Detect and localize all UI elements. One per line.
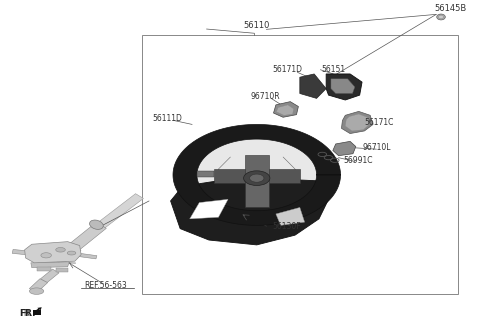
Bar	[142, 35, 458, 294]
Text: FR.: FR.	[19, 309, 36, 318]
Polygon shape	[276, 105, 294, 115]
Polygon shape	[274, 102, 299, 117]
Text: 56111D: 56111D	[152, 114, 182, 123]
Polygon shape	[197, 171, 214, 177]
Ellipse shape	[29, 288, 44, 294]
Bar	[33, 310, 41, 315]
Text: 56991C: 56991C	[343, 156, 372, 165]
Ellipse shape	[250, 174, 264, 182]
Polygon shape	[40, 269, 59, 283]
Polygon shape	[49, 243, 81, 265]
Polygon shape	[77, 253, 97, 259]
Text: 56130F: 56130F	[272, 222, 300, 231]
Text: 56110: 56110	[243, 21, 270, 30]
Ellipse shape	[197, 139, 317, 211]
Bar	[36, 267, 51, 271]
Text: 56171D: 56171D	[272, 65, 302, 74]
Polygon shape	[173, 125, 340, 225]
Polygon shape	[331, 79, 355, 94]
Polygon shape	[24, 242, 81, 263]
Text: REF.56-563: REF.56-563	[84, 281, 127, 290]
Ellipse shape	[67, 251, 76, 255]
Polygon shape	[12, 250, 30, 255]
Ellipse shape	[90, 220, 103, 229]
Text: 56151: 56151	[322, 64, 346, 74]
Polygon shape	[29, 279, 48, 292]
Text: 56145B: 56145B	[434, 4, 467, 13]
Polygon shape	[326, 74, 362, 100]
Ellipse shape	[41, 253, 51, 258]
Text: 96710R: 96710R	[250, 92, 280, 101]
Polygon shape	[341, 112, 373, 133]
Polygon shape	[170, 178, 331, 245]
Text: FR.: FR.	[19, 309, 32, 318]
Bar	[56, 268, 68, 272]
Polygon shape	[276, 207, 305, 225]
Ellipse shape	[243, 171, 270, 185]
Text: 96710L: 96710L	[362, 143, 391, 152]
Polygon shape	[300, 74, 326, 98]
FancyArrow shape	[35, 307, 42, 312]
Ellipse shape	[437, 14, 445, 20]
Polygon shape	[97, 194, 144, 228]
Ellipse shape	[56, 248, 65, 252]
Polygon shape	[190, 199, 228, 219]
Ellipse shape	[439, 15, 444, 19]
Text: 56171C: 56171C	[364, 118, 394, 127]
Polygon shape	[345, 114, 369, 131]
Polygon shape	[31, 262, 69, 268]
Polygon shape	[245, 155, 269, 207]
Polygon shape	[70, 222, 106, 250]
Polygon shape	[333, 141, 356, 156]
Polygon shape	[214, 169, 300, 183]
